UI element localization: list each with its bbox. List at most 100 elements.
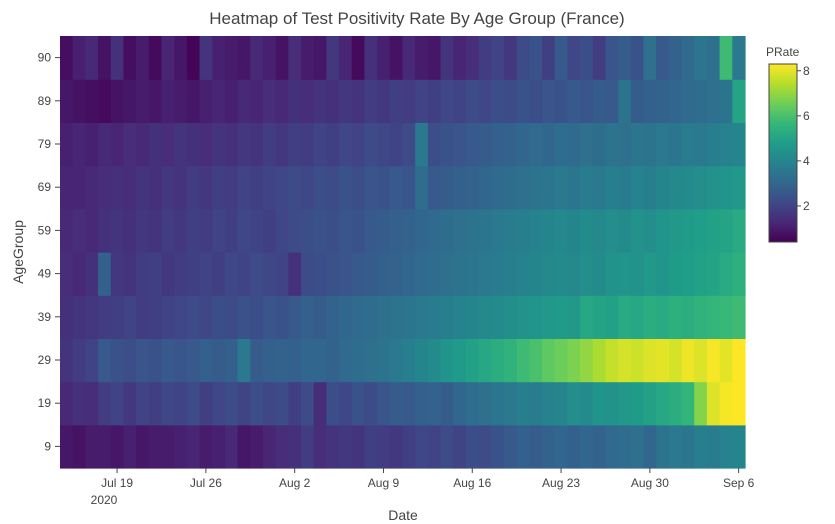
heatmap-cell <box>224 338 239 383</box>
heatmap-cell <box>288 424 302 469</box>
heatmap-cell <box>567 338 581 383</box>
heatmap-cell <box>668 338 683 383</box>
heatmap-cell <box>706 36 721 80</box>
heatmap-cell <box>377 338 391 383</box>
heatmap-cell <box>567 252 581 296</box>
heatmap-cell <box>427 79 442 123</box>
heatmap-cell <box>313 122 327 167</box>
heatmap-cell <box>529 424 543 469</box>
heatmap-cell <box>440 381 454 426</box>
heatmap-cell <box>313 338 327 383</box>
heatmap-cell <box>161 252 175 296</box>
heatmap-cell <box>389 295 404 339</box>
heatmap-cell <box>668 424 683 469</box>
heatmap-cell <box>161 165 175 210</box>
heatmap-cell <box>364 295 378 339</box>
heatmap-cell <box>326 424 340 469</box>
heatmap-cell <box>288 252 302 296</box>
heatmap-cell <box>339 208 353 253</box>
heatmap-cell <box>262 424 277 469</box>
heatmap-cell <box>262 208 277 253</box>
heatmap-cell <box>656 36 670 80</box>
heatmap-cell <box>440 165 454 210</box>
heatmap-cell <box>706 165 721 210</box>
heatmap-cell <box>694 381 708 426</box>
heatmap-cell <box>123 208 137 253</box>
heatmap-cell <box>136 381 150 426</box>
heatmap-cell <box>503 165 518 210</box>
heatmap-cell <box>706 424 721 469</box>
heatmap-cell <box>478 295 492 339</box>
heatmap-cell <box>529 381 543 426</box>
heatmap-cell <box>212 424 226 469</box>
heatmap-cell <box>681 295 695 339</box>
heatmap-cell <box>85 165 99 210</box>
heatmap-cell <box>465 381 480 426</box>
heatmap-cell <box>288 165 302 210</box>
heatmap-cell <box>237 165 251 210</box>
heatmap-cell <box>681 165 695 210</box>
heatmap-cell <box>301 208 315 253</box>
heatmap-cell <box>85 252 99 296</box>
heatmap-cell <box>453 36 467 80</box>
heatmap-cell <box>377 79 391 123</box>
heatmap-cell <box>719 36 733 80</box>
heatmap-cell <box>656 338 670 383</box>
heatmap-cell <box>503 79 518 123</box>
heatmap-cell <box>542 381 556 426</box>
heatmap-cell <box>605 208 619 253</box>
heatmap-cell <box>301 381 315 426</box>
heatmap-cell <box>415 122 429 167</box>
heatmap-cell <box>186 338 201 383</box>
heatmap-cell <box>98 165 112 210</box>
heatmap-cell <box>643 424 657 469</box>
heatmap-cell <box>694 295 708 339</box>
heatmap-cell <box>301 424 315 469</box>
heatmap-cell <box>326 381 340 426</box>
heatmap-cell <box>706 208 721 253</box>
heatmap-cell <box>313 295 327 339</box>
heatmap-cell <box>351 79 366 123</box>
heatmap-cell <box>98 295 112 339</box>
heatmap-cell <box>630 338 645 383</box>
heatmap-cell <box>136 36 150 80</box>
heatmap-cell <box>351 338 366 383</box>
heatmap-cell <box>681 338 695 383</box>
heatmap-cell <box>554 79 569 123</box>
y-tick-label: 39 <box>38 310 52 324</box>
heatmap-cell <box>237 338 251 383</box>
heatmap-cell <box>618 295 632 339</box>
heatmap-cell <box>339 381 353 426</box>
heatmap-cell <box>98 79 112 123</box>
heatmap-cell <box>123 36 137 80</box>
heatmap-cell <box>364 122 378 167</box>
heatmap-cell <box>402 252 416 296</box>
heatmap-cell <box>719 208 733 253</box>
colorbar-tick-label: 2 <box>803 199 810 213</box>
heatmap-cell <box>389 424 404 469</box>
heatmap-cell <box>60 295 74 339</box>
heatmap-cell <box>275 208 289 253</box>
heatmap-cell <box>630 295 645 339</box>
x-tick-year: 2020 <box>91 493 118 507</box>
heatmap-cell <box>301 79 315 123</box>
heatmap-cell <box>440 36 454 80</box>
heatmap-cell <box>630 252 645 296</box>
heatmap-cell <box>339 122 353 167</box>
heatmap-cell <box>694 165 708 210</box>
heatmap-cell <box>668 165 683 210</box>
heatmap-cell <box>136 295 150 339</box>
heatmap-cell <box>516 36 530 80</box>
heatmap-cell <box>719 165 733 210</box>
colorbar-tick-label: 8 <box>803 64 810 78</box>
heatmap-cell <box>110 338 125 383</box>
heatmap-cell <box>491 79 505 123</box>
heatmap-cell <box>630 122 645 167</box>
heatmap-cell <box>465 165 480 210</box>
heatmap-cell <box>465 36 480 80</box>
heatmap-cell <box>199 36 213 80</box>
y-tick-label: 29 <box>38 353 52 367</box>
heatmap-cell <box>630 36 645 80</box>
heatmap-cell <box>174 79 188 123</box>
